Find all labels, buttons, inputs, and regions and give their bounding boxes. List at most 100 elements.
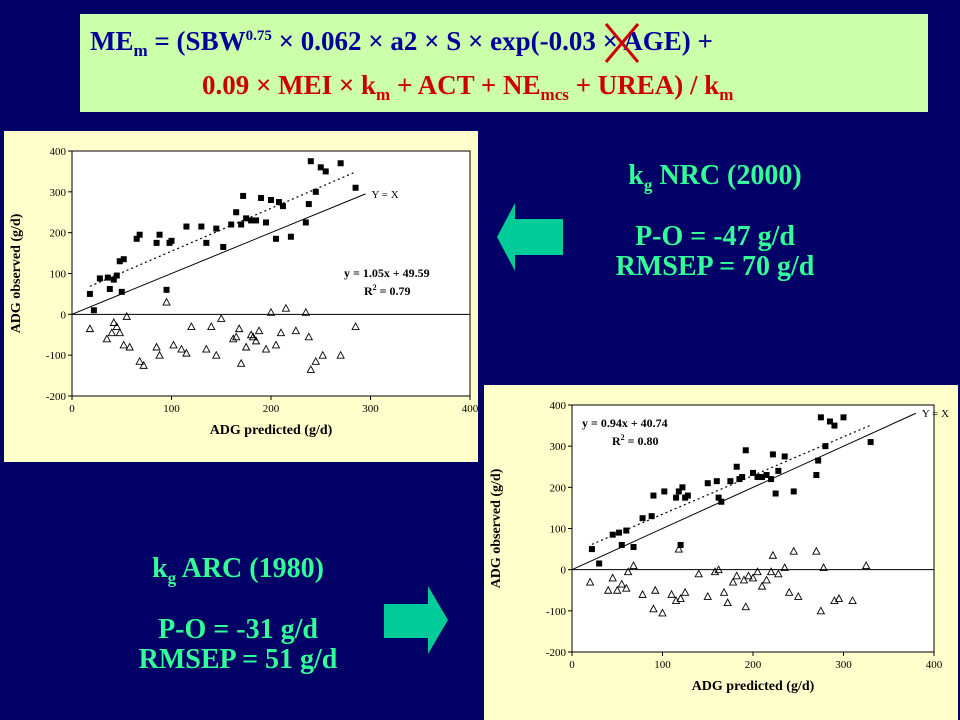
identity-label: Y = X [372,189,399,201]
data-point-triangle [248,332,258,341]
data-point-triangle [585,577,595,586]
data-point-triangle [266,307,276,316]
data-point-triangle [719,587,729,596]
data-point-triangle [812,546,821,555]
x-tick-label: 0 [69,403,75,415]
data-point-square [113,272,120,279]
data-point-triangle [780,563,789,572]
data-point-square [275,199,282,206]
data-point-square [287,233,294,240]
data-point-triangle [649,604,658,613]
data-point-square [650,492,657,499]
data-point-square [684,492,691,499]
arrow-right-icon [384,586,448,654]
data-point-square [713,478,720,485]
data-point-square [775,467,782,474]
chart-nrc-panel: -200 -100 0 100 200 300 400 0 100 200 300 400 ADG pr… [4,131,478,462]
data-point-triangle [122,311,131,320]
data-point-triangle [676,594,685,602]
data-point-triangle [241,342,251,351]
regression-equation: y = 1.05x + 49.59 [344,266,430,280]
arrow-left-icon [497,203,563,271]
nrc-info: kg NRC (2000) P-O = -47 g/d RMSEP = 70 g… [560,160,870,282]
formula-text: 0.09 × MEI × k [202,70,377,100]
formula-text: + UREA) / k [568,70,720,100]
data-point-square [673,494,680,501]
x-tick-label: 100 [163,403,180,415]
data-point-square [790,488,797,495]
data-point-triangle [674,544,684,553]
r-squared: R2 = 0.80 [612,433,659,448]
data-point-triangle [112,322,122,331]
y-tick-label: 400 [50,146,67,158]
data-point-triangle [236,358,246,367]
data-point-triangle [254,326,264,335]
data-point-square [96,275,103,282]
chart-arc-panel: -200 -100 0 100 200 300 400 0 100 200 300 400 ADG pr… [484,385,958,720]
data-point-triangle [276,328,286,337]
formula-subscript: m [133,41,148,60]
formula-text: × exp(-0.03 × AGE) + [461,26,713,56]
data-point-triangle [304,332,314,341]
data-point-triangle [667,589,676,598]
data-point-square [704,480,711,487]
chart-arc: -200 -100 0 100 200 300 400 0 100 200 300 400 ADG pr… [489,400,949,694]
y-axis-label: ADG observed (g/d) [489,468,504,588]
strike-x-icon [604,23,640,63]
data-point-square [815,457,822,464]
data-point-square [317,164,324,171]
data-point-square [759,474,766,481]
data-point-square [768,476,775,483]
nrc-kg-heading: kg NRC (2000) [560,160,870,196]
y-axis-label: ADG observed (g/d) [9,213,24,333]
data-point-triangle [85,324,95,333]
data-point-square [258,194,265,201]
data-point-square [238,221,245,228]
x-tick-label: 0 [569,659,575,671]
data-point-triangle [732,571,741,580]
data-point-triangle [744,571,753,580]
data-point-triangle [651,585,660,594]
y-tick-label: 200 [550,482,567,494]
formula-subscript: m [376,85,391,104]
data-point-square [817,414,824,421]
data-point-triangle [608,573,617,582]
data-point-square [240,192,247,199]
y-tick-label: -100 [46,350,67,362]
data-point-square [136,231,143,238]
data-point-triangle [757,581,767,590]
data-point-square [639,515,646,522]
data-point-triangle [762,575,771,584]
data-point-triangle [125,342,134,351]
nrc-source-label: NRC (2000) [652,160,802,191]
formula-text: ME [90,26,134,56]
formula-subscript: mcs [540,85,569,104]
data-point-triangle [714,565,723,574]
x-tick-label: 400 [462,403,478,415]
data-point-square [675,488,682,495]
data-point-triangle [680,587,690,596]
regression-line [591,424,871,545]
data-point-triangle [281,303,291,312]
data-point-triangle [816,606,826,615]
data-point-square [840,414,847,421]
formula-line-1: MEm = (SBW0.75 × 0.062 × a2 × S × exp(-0… [90,26,713,60]
data-point-triangle [261,344,271,353]
data-point-triangle [162,297,171,306]
y-tick-label: 0 [561,565,567,577]
data-point-triangle [318,350,327,359]
data-point-square [781,453,788,460]
data-point-square [831,422,838,429]
data-point-square [106,286,113,293]
data-point-square [133,235,140,242]
arc-rmsep: RMSEP = 51 g/d [138,643,338,675]
data-point-triangle [819,563,828,572]
data-point-triangle [723,598,732,607]
y-tick-label: -200 [46,391,67,403]
data-point-triangle [119,340,128,349]
formula-box: MEm = (SBW0.75 × 0.062 × a2 × S × exp(-0… [80,14,928,112]
data-point-square [630,544,637,551]
data-point-triangle [629,561,638,570]
x-tick-label: 200 [745,659,762,671]
formula-text: = (SBW [147,26,246,56]
